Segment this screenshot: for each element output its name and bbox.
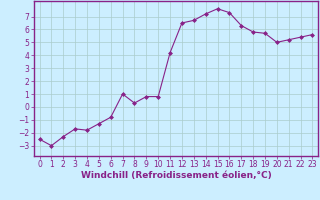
X-axis label: Windchill (Refroidissement éolien,°C): Windchill (Refroidissement éolien,°C) xyxy=(81,171,271,180)
